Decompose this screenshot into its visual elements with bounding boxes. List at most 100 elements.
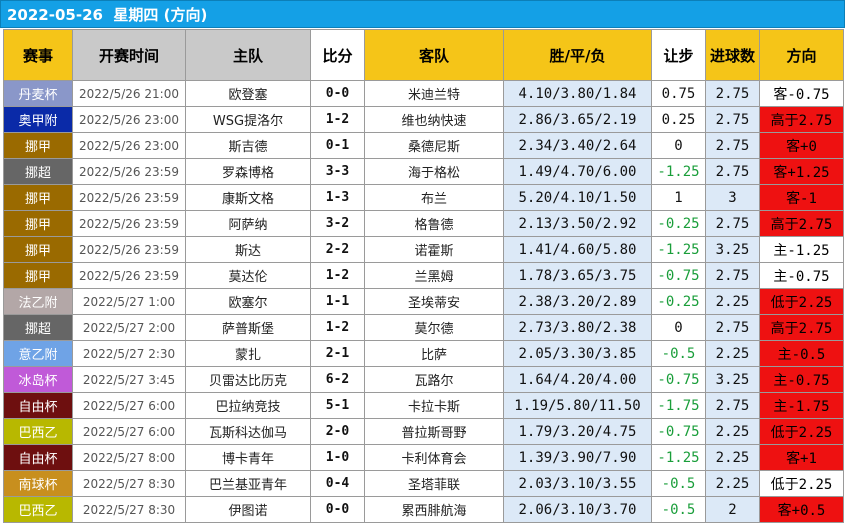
direction-cell[interactable]: 主-0.75 — [759, 262, 844, 289]
time-cell[interactable]: 2022/5/27 8:00 — [72, 444, 186, 471]
direction-cell[interactable]: 低于2.25 — [759, 470, 844, 497]
home-team-cell[interactable]: 阿萨纳 — [185, 210, 311, 237]
league-cell[interactable]: 法乙附 — [3, 288, 73, 315]
table-row[interactable]: 挪甲 2022/5/26 23:59 斯达 2-2 诺霍斯 1.41/4.60/5.80-… — [3, 236, 844, 263]
goals-cell[interactable]: 2.25 — [705, 470, 760, 497]
home-team-cell[interactable]: 康斯文格 — [185, 184, 311, 211]
header-odds[interactable]: 胜/平/负 — [503, 29, 652, 81]
score-cell[interactable]: 2-1 — [310, 340, 365, 367]
away-team-cell[interactable]: 圣塔菲联 — [364, 470, 504, 497]
header-home[interactable]: 主队 — [185, 29, 311, 81]
direction-cell[interactable]: 主-1.75 — [759, 392, 844, 419]
handicap-cell[interactable]: -1.25 — [651, 158, 706, 185]
header-direction[interactable]: 方向 — [759, 29, 844, 81]
score-cell[interactable]: 1-0 — [310, 444, 365, 471]
table-row[interactable]: 南球杯 2022/5/27 8:30 巴兰基亚青年 0-4 圣塔菲联 2.03/3.10/… — [3, 470, 844, 497]
league-cell[interactable]: 南球杯 — [3, 470, 73, 497]
league-cell[interactable]: 挪超 — [3, 314, 73, 341]
odds-cell[interactable]: 1.49/4.70/6.00 — [503, 158, 652, 185]
table-row[interactable]: 挪甲 2022/5/26 23:59 康斯文格 1-3 布兰 5.20/4.10/1.50… — [3, 184, 844, 211]
league-cell[interactable]: 挪甲 — [3, 184, 73, 211]
handicap-cell[interactable]: -0.75 — [651, 418, 706, 445]
table-row[interactable]: 奥甲附 2022/5/26 23:00 WSG提洛尔 1-2 维也纳快速 2.86/3.6… — [3, 106, 844, 133]
score-cell[interactable]: 5-1 — [310, 392, 365, 419]
league-cell[interactable]: 巴西乙 — [3, 418, 73, 445]
handicap-cell[interactable]: -1.75 — [651, 392, 706, 419]
home-team-cell[interactable]: 罗森博格 — [185, 158, 311, 185]
goals-cell[interactable]: 2.75 — [705, 158, 760, 185]
league-cell[interactable]: 挪甲 — [3, 236, 73, 263]
time-cell[interactable]: 2022/5/26 23:59 — [72, 158, 186, 185]
odds-cell[interactable]: 1.78/3.65/3.75 — [503, 262, 652, 289]
away-team-cell[interactable]: 布兰 — [364, 184, 504, 211]
handicap-cell[interactable]: -0.25 — [651, 288, 706, 315]
goals-cell[interactable]: 3.25 — [705, 236, 760, 263]
goals-cell[interactable]: 2.25 — [705, 444, 760, 471]
table-row[interactable]: 挪甲 2022/5/26 23:00 斯吉德 0-1 桑德尼斯 2.34/3.40/2.6… — [3, 132, 844, 159]
time-cell[interactable]: 2022/5/26 23:59 — [72, 210, 186, 237]
header-league[interactable]: 赛事 — [3, 29, 73, 81]
direction-cell[interactable]: 低于2.25 — [759, 288, 844, 315]
time-cell[interactable]: 2022/5/26 23:59 — [72, 236, 186, 263]
handicap-cell[interactable]: -1.25 — [651, 444, 706, 471]
score-cell[interactable]: 0-0 — [310, 80, 365, 107]
handicap-cell[interactable]: -0.25 — [651, 210, 706, 237]
league-cell[interactable]: 自由杯 — [3, 392, 73, 419]
odds-cell[interactable]: 1.39/3.90/7.90 — [503, 444, 652, 471]
goals-cell[interactable]: 2.75 — [705, 106, 760, 133]
home-team-cell[interactable]: 欧登塞 — [185, 80, 311, 107]
direction-cell[interactable]: 客+1.25 — [759, 158, 844, 185]
handicap-cell[interactable]: 0 — [651, 132, 706, 159]
home-team-cell[interactable]: 欧塞尔 — [185, 288, 311, 315]
header-goals[interactable]: 进球数 — [705, 29, 760, 81]
time-cell[interactable]: 2022/5/27 8:30 — [72, 470, 186, 497]
direction-cell[interactable]: 客+0.5 — [759, 496, 844, 523]
score-cell[interactable]: 1-2 — [310, 106, 365, 133]
odds-cell[interactable]: 5.20/4.10/1.50 — [503, 184, 652, 211]
score-cell[interactable]: 2-2 — [310, 236, 365, 263]
goals-cell[interactable]: 2.75 — [705, 132, 760, 159]
away-team-cell[interactable]: 米迪兰特 — [364, 80, 504, 107]
odds-cell[interactable]: 2.34/3.40/2.64 — [503, 132, 652, 159]
time-cell[interactable]: 2022/5/27 1:00 — [72, 288, 186, 315]
direction-cell[interactable]: 低于2.25 — [759, 418, 844, 445]
header-away[interactable]: 客队 — [364, 29, 504, 81]
league-cell[interactable]: 挪甲 — [3, 132, 73, 159]
direction-cell[interactable]: 客-1 — [759, 184, 844, 211]
header-handicap[interactable]: 让步 — [651, 29, 706, 81]
goals-cell[interactable]: 2.25 — [705, 418, 760, 445]
home-team-cell[interactable]: 瓦斯科达伽马 — [185, 418, 311, 445]
home-team-cell[interactable]: 巴兰基亚青年 — [185, 470, 311, 497]
handicap-cell[interactable]: 0.75 — [651, 80, 706, 107]
away-team-cell[interactable]: 桑德尼斯 — [364, 132, 504, 159]
table-row[interactable]: 法乙附 2022/5/27 1:00 欧塞尔 1-1 圣埃蒂安 2.38/3.20/2.8… — [3, 288, 844, 315]
league-cell[interactable]: 挪甲 — [3, 210, 73, 237]
odds-cell[interactable]: 4.10/3.80/1.84 — [503, 80, 652, 107]
handicap-cell[interactable]: -0.5 — [651, 340, 706, 367]
goals-cell[interactable]: 2 — [705, 496, 760, 523]
goals-cell[interactable]: 3 — [705, 184, 760, 211]
away-team-cell[interactable]: 瓦路尔 — [364, 366, 504, 393]
score-cell[interactable]: 1-2 — [310, 262, 365, 289]
home-team-cell[interactable]: WSG提洛尔 — [185, 106, 311, 133]
home-team-cell[interactable]: 斯吉德 — [185, 132, 311, 159]
away-team-cell[interactable]: 海于格松 — [364, 158, 504, 185]
odds-cell[interactable]: 2.38/3.20/2.89 — [503, 288, 652, 315]
away-team-cell[interactable]: 普拉斯哥野 — [364, 418, 504, 445]
score-cell[interactable]: 1-2 — [310, 314, 365, 341]
handicap-cell[interactable]: -0.75 — [651, 262, 706, 289]
home-team-cell[interactable]: 巴拉纳竞技 — [185, 392, 311, 419]
home-team-cell[interactable]: 博卡青年 — [185, 444, 311, 471]
goals-cell[interactable]: 2.75 — [705, 210, 760, 237]
odds-cell[interactable]: 1.79/3.20/4.75 — [503, 418, 652, 445]
away-team-cell[interactable]: 累西腓航海 — [364, 496, 504, 523]
away-team-cell[interactable]: 比萨 — [364, 340, 504, 367]
away-team-cell[interactable]: 格鲁德 — [364, 210, 504, 237]
score-cell[interactable]: 0-4 — [310, 470, 365, 497]
odds-cell[interactable]: 1.19/5.80/11.50 — [503, 392, 652, 419]
direction-cell[interactable]: 主-0.5 — [759, 340, 844, 367]
table-row[interactable]: 巴西乙 2022/5/27 8:30 伊图诺 0-0 累西腓航海 2.06/3.10/3.… — [3, 496, 844, 523]
away-team-cell[interactable]: 莫尔德 — [364, 314, 504, 341]
direction-cell[interactable]: 主-1.25 — [759, 236, 844, 263]
league-cell[interactable]: 冰岛杯 — [3, 366, 73, 393]
